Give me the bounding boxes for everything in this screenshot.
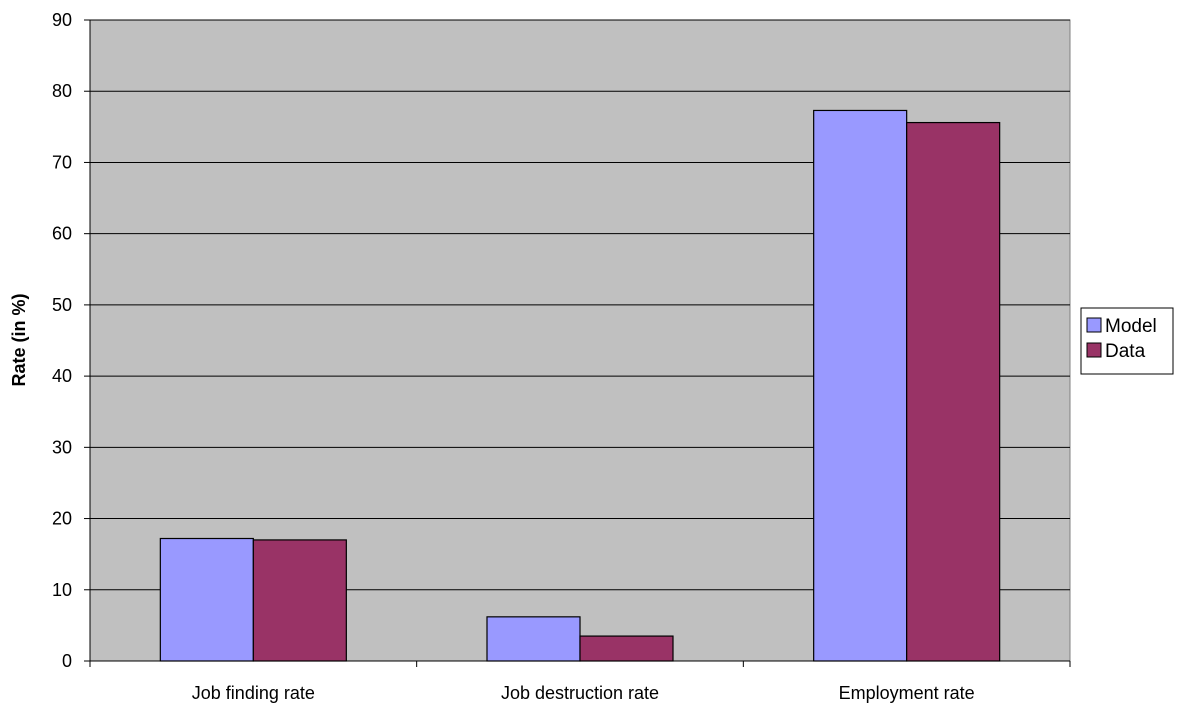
bars [159, 109, 1001, 662]
x-tick-labels: Job finding rate Job destruction rate Empl… [192, 683, 975, 703]
legend-label-model: Model [1105, 316, 1157, 337]
y-tick-label-30: 30 [52, 437, 72, 457]
x-tick-label-2: Employment rate [839, 683, 975, 703]
bar-data-0 [252, 539, 347, 662]
x-tick-label-1: Job destruction rate [501, 683, 659, 703]
y-tick-label-0: 0 [62, 651, 72, 671]
legend: Model Data [1080, 307, 1174, 375]
y-tick-label-40: 40 [52, 366, 72, 386]
y-tick-label-20: 20 [52, 509, 72, 529]
y-axis-title: Rate (in %) [9, 293, 29, 386]
y-tick-label-90: 90 [52, 10, 72, 30]
y-tick-label-10: 10 [52, 580, 72, 600]
legend-label-data: Data [1105, 341, 1146, 362]
bar-model-0 [159, 537, 254, 662]
legend-swatch-model [1086, 317, 1102, 333]
y-tick-label-60: 60 [52, 224, 72, 244]
bar-model-2 [813, 109, 908, 662]
y-tick-label-80: 80 [52, 81, 72, 101]
x-tick-label-0: Job finding rate [192, 683, 315, 703]
y-tick-labels: 0 10 20 30 40 50 60 70 80 90 [52, 10, 72, 671]
bar-data-2 [906, 121, 1001, 662]
axes [84, 19, 1071, 667]
bar-model-1 [486, 616, 581, 662]
y-tick-label-70: 70 [52, 152, 72, 172]
y-tick-label-50: 50 [52, 295, 72, 315]
legend-swatch-data [1086, 342, 1102, 358]
bar-data-1 [579, 635, 674, 662]
